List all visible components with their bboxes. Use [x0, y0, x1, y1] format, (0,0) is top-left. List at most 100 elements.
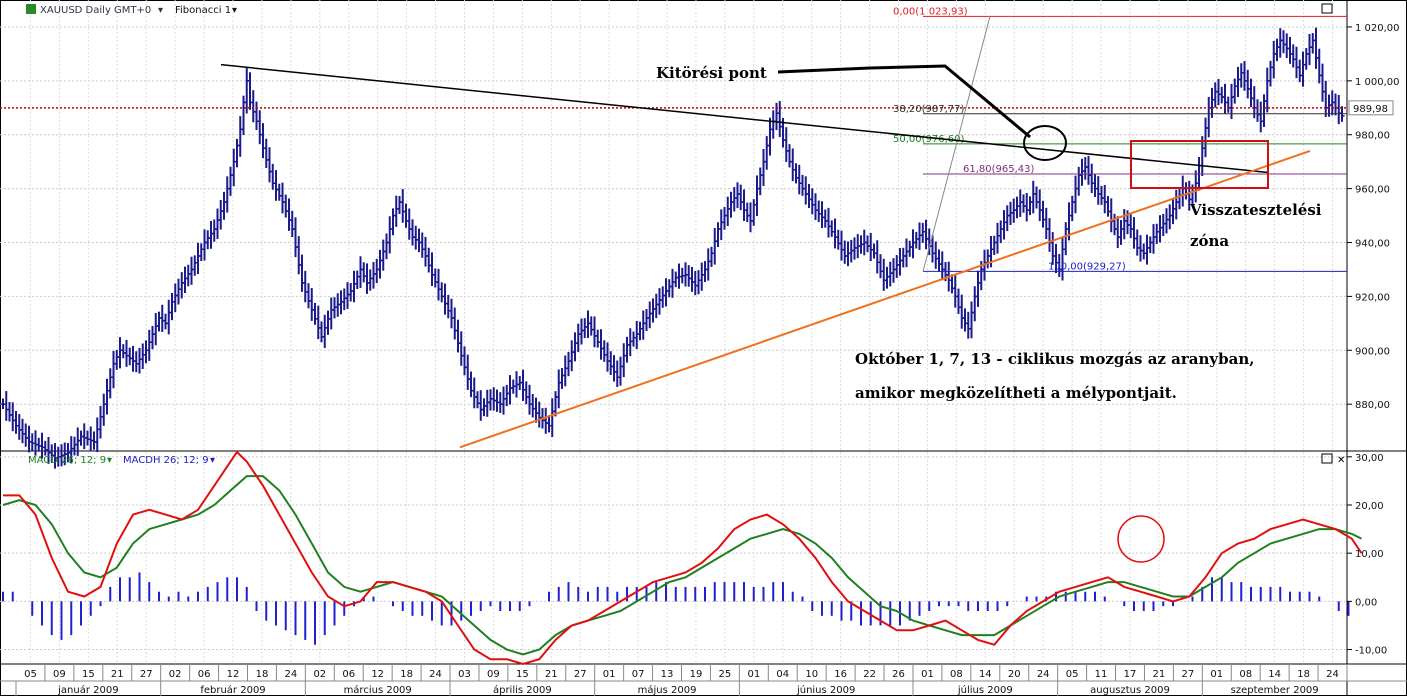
macd-tick-label: 0,00	[1355, 597, 1377, 608]
month-label: szeptember 2009	[1231, 685, 1319, 696]
day-tick-label: 18	[1297, 669, 1310, 680]
close-macd-panel-icon[interactable]: ✕	[1337, 455, 1345, 466]
study-label[interactable]: Fibonacci 1	[175, 5, 231, 16]
macd-label[interactable]: MACD 26; 12; 9	[28, 455, 106, 466]
price-tick-label: 1 000,00	[1355, 77, 1400, 88]
cycle-annotation-line2: amikor megközelítheti a mélypontjait.	[855, 384, 1177, 402]
month-label: április 2009	[493, 684, 552, 696]
month-label: augusztus 2009	[1090, 685, 1170, 696]
day-tick-label: 05	[24, 669, 37, 680]
fibonacci-level-label: 61,80(965,43)	[963, 164, 1035, 175]
fibonacci-level-label: 38,20(987,77)	[893, 104, 965, 115]
macd-cross-circle	[1117, 515, 1165, 563]
price-tick-label: 880,00	[1355, 400, 1390, 411]
day-tick-label: 15	[82, 669, 95, 680]
day-tick-label: 17	[1124, 669, 1137, 680]
day-tick-label: 25	[719, 669, 732, 680]
day-tick-label: 06	[342, 669, 355, 680]
symbol-label[interactable]: XAUUSD Daily GMT+0	[40, 5, 151, 16]
day-tick-label: 04	[776, 669, 789, 680]
maximize-macd-panel-icon[interactable]	[1321, 453, 1333, 464]
day-tick-label: 10	[805, 669, 818, 680]
price-tick-label: 1 020,00	[1355, 23, 1400, 34]
month-label: március 2009	[344, 684, 412, 696]
macdh-label[interactable]: MACDH 26; 12; 9	[123, 455, 209, 466]
day-tick-label: 16	[834, 669, 847, 680]
macd-tick-label: -10,00	[1355, 646, 1387, 657]
support-trend-line	[459, 149, 1311, 449]
retest-annotation-line1: Visszatesztelési	[1189, 201, 1322, 219]
day-tick-label: 12	[227, 669, 240, 680]
fibonacci-level-label: 0,00(1 023,93)	[893, 6, 968, 17]
day-tick-label: 24	[1037, 669, 1050, 680]
day-tick-label: 18	[400, 669, 413, 680]
day-tick-label: 14	[979, 669, 992, 680]
month-label: február 2009	[200, 684, 265, 696]
day-tick-label: 21	[111, 669, 124, 680]
breakout-annotation: Kitörési pont	[656, 64, 767, 82]
fibonacci-level-label: 100,00(929,27)	[1048, 261, 1126, 272]
retest-annotation-line2: zóna	[1190, 232, 1229, 250]
day-tick-label: 03	[458, 669, 471, 680]
fibonacci-level-label: 50,00(976,60)	[893, 134, 965, 145]
day-tick-label: 26	[892, 669, 905, 680]
macd-dropdown-icon[interactable]: ▾	[107, 455, 112, 466]
resistance-trend-line	[220, 63, 1269, 174]
day-tick-label: 18	[256, 669, 269, 680]
day-tick-label: 27	[1181, 669, 1194, 680]
day-tick-label: 01	[747, 669, 760, 680]
day-tick-label: 01	[921, 669, 934, 680]
day-tick-label: 02	[313, 669, 326, 680]
price-tick-label: 940,00	[1355, 239, 1390, 250]
day-tick-label: 13	[661, 669, 674, 680]
month-label: július 2009	[957, 684, 1013, 696]
retest-zone-box	[1130, 140, 1269, 189]
day-tick-label: 19	[690, 669, 703, 680]
day-tick-label: 14	[1268, 669, 1281, 680]
month-label: január 2009	[57, 684, 118, 696]
day-tick-label: 24	[285, 669, 298, 680]
day-tick-label: 22	[863, 669, 876, 680]
cycle-annotation-line1: Október 1, 7, 13 - ciklikus mozgás az ar…	[855, 350, 1254, 368]
last-price-badge	[1348, 100, 1394, 116]
day-tick-label: 07	[632, 669, 645, 680]
day-tick-label: 08	[1239, 669, 1252, 680]
last-price-label: 989,98	[1353, 104, 1388, 115]
macd-tick-label: 20,00	[1355, 501, 1384, 512]
price-tick-label: 980,00	[1355, 131, 1390, 142]
day-tick-label: 27	[140, 669, 153, 680]
macd-signal-line	[2, 475, 1362, 656]
macd-tick-label: 10,00	[1355, 549, 1384, 560]
day-tick-label: 06	[198, 669, 211, 680]
day-tick-label: 09	[53, 669, 66, 680]
breakout-pointer-line	[777, 64, 1031, 139]
macd-line	[3, 450, 1363, 666]
breakout-circle	[1023, 125, 1067, 161]
day-tick-label: 24	[429, 669, 442, 680]
study-dropdown-icon[interactable]: ▾	[232, 5, 237, 16]
day-tick-label: 27	[574, 669, 587, 680]
symbol-dropdown-icon[interactable]: ▾	[158, 5, 163, 16]
day-tick-label: 02	[169, 669, 182, 680]
day-tick-label: 21	[545, 669, 558, 680]
day-tick-label: 08	[950, 669, 963, 680]
day-tick-label: 09	[487, 669, 500, 680]
day-tick-label: 15	[516, 669, 529, 680]
day-tick-label: 24	[1326, 669, 1339, 680]
fibonacci-trend-line	[922, 16, 991, 272]
month-label: június 2009	[796, 684, 855, 696]
month-label: május 2009	[638, 684, 697, 696]
day-tick-label: 11	[1095, 669, 1108, 680]
symbol-icon	[26, 4, 36, 14]
macd-tick-label: 30,00	[1355, 453, 1384, 464]
price-tick-label: 900,00	[1355, 346, 1390, 357]
price-tick-label: 960,00	[1355, 185, 1390, 196]
day-tick-label: 12	[371, 669, 384, 680]
day-tick-label: 01	[603, 669, 616, 680]
maximize-price-panel-icon[interactable]	[1321, 3, 1333, 14]
macdh-dropdown-icon[interactable]: ▾	[210, 455, 215, 466]
day-tick-label: 20	[1008, 669, 1021, 680]
day-tick-label: 05	[1066, 669, 1079, 680]
